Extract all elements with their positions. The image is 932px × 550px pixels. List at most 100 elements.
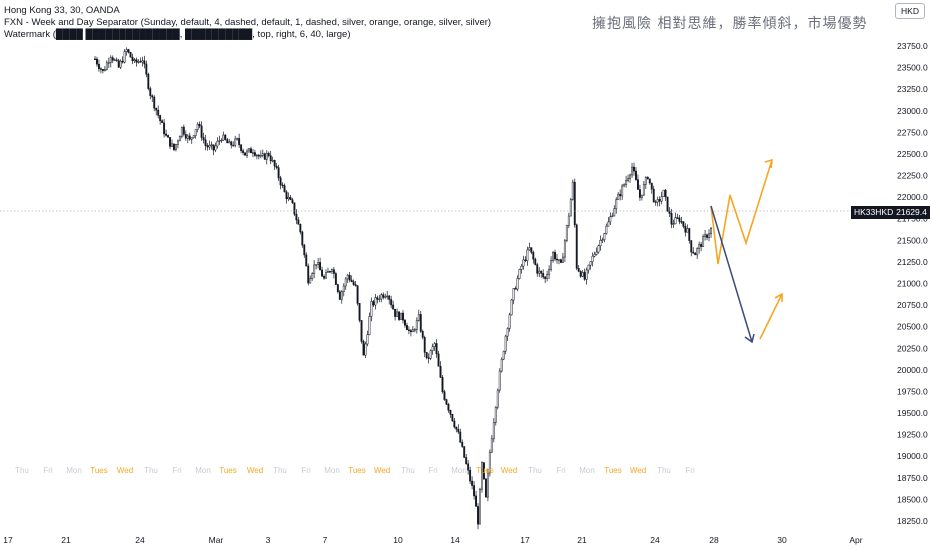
candle-body [307, 265, 310, 284]
candle-body [163, 122, 166, 135]
candle [228, 139, 231, 144]
day-label: Wed [374, 466, 390, 475]
candle-body [362, 341, 365, 356]
candle-body [607, 221, 610, 227]
candle-body [413, 329, 416, 331]
candle [554, 249, 556, 262]
candle [421, 329, 424, 340]
candle-body [325, 272, 327, 279]
candle-body [267, 153, 270, 156]
legend-symbol-line[interactable]: Hong Kong 33, 30, OANDA [4, 5, 120, 16]
candle-body [96, 58, 98, 65]
candle [686, 224, 689, 233]
day-label: Thu [144, 466, 158, 475]
candle [702, 234, 705, 247]
candle-body [425, 352, 428, 358]
candle-body [554, 252, 556, 260]
candle [467, 460, 470, 475]
candle [510, 298, 513, 316]
candle-body [364, 343, 367, 356]
candle [678, 214, 681, 225]
candle-body [638, 189, 641, 198]
candle [455, 426, 458, 433]
candle-body [141, 60, 144, 63]
candle [558, 259, 560, 265]
candle-body [317, 262, 320, 265]
candle [400, 312, 402, 320]
candle [603, 232, 606, 243]
candle [636, 174, 639, 190]
candle [372, 299, 375, 308]
candle-body [488, 451, 491, 474]
candle-body [437, 353, 440, 367]
candle [433, 341, 436, 351]
candle-body [137, 61, 140, 63]
candle [404, 318, 406, 328]
candle [176, 139, 179, 149]
candle [141, 56, 144, 67]
candle [382, 292, 385, 300]
candle-body [368, 316, 371, 336]
candle [459, 428, 462, 443]
candle-body [546, 274, 549, 279]
candle-body [599, 239, 602, 247]
candle [218, 135, 221, 145]
candle [706, 233, 709, 241]
day-label: Tues [476, 466, 494, 475]
candle-body [536, 264, 539, 274]
candle-body [447, 404, 450, 411]
day-label: Fri [556, 466, 566, 475]
candle [161, 119, 164, 124]
candle-body [534, 258, 537, 265]
price-tick-label: 19500.0 [897, 408, 928, 418]
currency-button[interactable]: HKD [895, 3, 925, 19]
candle [437, 350, 440, 367]
candle [411, 326, 414, 333]
candle-body [135, 59, 138, 63]
candle-body [417, 314, 420, 321]
candle-body [101, 69, 104, 71]
candle [642, 180, 645, 197]
legend-indicator-separator[interactable]: FXN - Week and Day Separator (Sunday, de… [4, 17, 492, 28]
candle-body [457, 428, 460, 433]
candle-body [206, 145, 209, 148]
candle [313, 259, 316, 279]
candle [542, 269, 545, 280]
candle-body [109, 57, 112, 63]
candle-body [388, 295, 391, 300]
orange-path-lower [759, 293, 783, 340]
candle-body [449, 409, 452, 415]
candle [323, 274, 325, 280]
candle-body [516, 278, 519, 290]
candle [348, 271, 351, 283]
candle [656, 196, 659, 207]
candle-body [334, 273, 337, 285]
candle-body [196, 123, 199, 130]
candle [127, 48, 130, 54]
candle [532, 250, 535, 264]
chart-legend: Hong Kong 33, 30, OANDA FXN - Week and D… [4, 5, 491, 41]
candle-body [652, 188, 655, 202]
candle-body [540, 270, 543, 274]
candle-body [228, 141, 231, 144]
candle [538, 267, 541, 278]
candle-body [176, 140, 179, 145]
candle-body [506, 328, 509, 337]
candle [346, 273, 349, 283]
candle [658, 196, 661, 207]
candle [257, 153, 260, 160]
candle-body [636, 179, 639, 190]
candle-body [171, 143, 173, 147]
candle-body [143, 60, 146, 65]
candle-body [131, 56, 134, 61]
candle-body [601, 239, 604, 241]
day-label: Mon [324, 466, 340, 475]
legend-indicator-watermark[interactable]: Watermark (████ ██████████████, ████████… [4, 29, 351, 40]
candle-body [344, 278, 347, 287]
candle-body [119, 60, 122, 68]
candle [143, 55, 146, 69]
candle-body [194, 129, 197, 136]
candle [617, 191, 620, 200]
candle [103, 66, 106, 72]
